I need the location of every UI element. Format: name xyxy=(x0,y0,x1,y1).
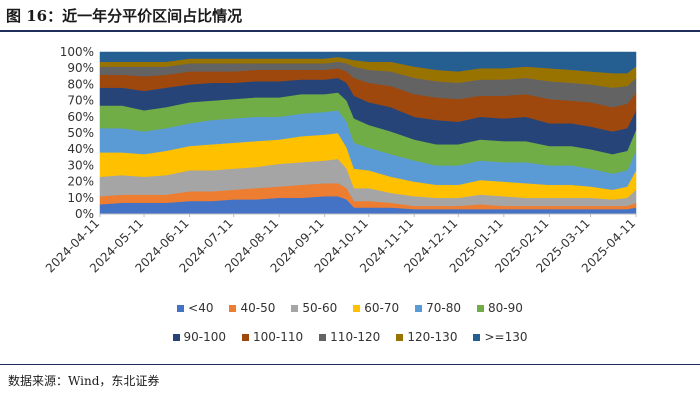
legend-label: 50-60 xyxy=(302,301,338,315)
legend-label: 90-100 xyxy=(183,330,227,344)
legend-label: 100-110 xyxy=(253,330,304,344)
legend-item: 70-80 xyxy=(415,301,461,315)
legend-item: 110-120 xyxy=(319,330,380,344)
legend-item: 90-100 xyxy=(172,330,227,344)
figure-title: 图 16：近一年分平价区间占比情况 xyxy=(6,5,242,26)
legend-label: 80-90 xyxy=(487,301,523,315)
legend-swatch xyxy=(177,304,185,312)
chart-legend: <40 40-50 50-60 60-70 70-80 80-90 90-100 100-1… xyxy=(0,295,700,355)
legend-row-1: <40 40-50 50-60 60-70 70-80 80-90 xyxy=(0,301,700,315)
y-tick-label: 10% xyxy=(67,191,94,205)
legend-item: 50-60 xyxy=(291,301,337,315)
legend-swatch xyxy=(415,304,423,312)
title-bar: 图 16：近一年分平价区间占比情况 xyxy=(0,0,700,32)
legend-swatch xyxy=(476,304,484,312)
stacked-area-chart: 0%10%20%30%40%50%60%70%80%90%100%2024-04… xyxy=(43,45,638,275)
legend-item: 80-90 xyxy=(476,301,523,315)
legend-swatch xyxy=(353,304,361,312)
legend-label: 110-120 xyxy=(330,330,381,344)
y-tick-label: 0% xyxy=(75,207,94,221)
legend-swatch xyxy=(242,333,250,341)
chart-title: 近一年分平价区间占比情况 xyxy=(62,7,243,25)
legend-swatch xyxy=(319,333,327,341)
y-tick-label: 20% xyxy=(67,175,94,189)
legend-label: <40 xyxy=(188,301,214,315)
legend-row-2: 90-100 100-110 110-120 120-130 >=130 xyxy=(0,330,700,344)
legend-item: 60-70 xyxy=(353,301,399,315)
legend-item: 100-110 xyxy=(242,330,303,344)
legend-label: >=130 xyxy=(484,330,528,344)
series-area-10 xyxy=(99,51,637,74)
legend-swatch xyxy=(229,304,237,312)
y-tick-label: 80% xyxy=(67,77,94,91)
y-tick-label: 40% xyxy=(67,142,94,156)
legend-item: 120-130 xyxy=(396,330,457,344)
y-tick-label: 30% xyxy=(67,158,94,172)
y-tick-label: 70% xyxy=(67,94,94,108)
legend-swatch xyxy=(396,333,404,341)
legend-swatch xyxy=(172,333,180,341)
legend-swatch xyxy=(473,333,481,341)
legend-swatch xyxy=(291,304,299,312)
y-tick-label: 50% xyxy=(67,126,94,140)
footer-divider xyxy=(0,364,700,365)
legend-item: 40-50 xyxy=(229,301,275,315)
legend-item: <40 xyxy=(177,301,213,315)
legend-label: 120-130 xyxy=(407,330,458,344)
y-tick-label: 90% xyxy=(67,61,94,75)
source-note: 数据来源：Wind，东北证券 xyxy=(8,374,160,388)
y-tick-label: 100% xyxy=(60,45,94,59)
legend-label: 40-50 xyxy=(240,301,276,315)
legend-label: 60-70 xyxy=(364,301,400,315)
legend-item: >=130 xyxy=(473,330,527,344)
y-tick-label: 60% xyxy=(67,110,94,124)
figure-label: 图 16： xyxy=(6,7,63,25)
legend-label: 70-80 xyxy=(426,301,461,315)
